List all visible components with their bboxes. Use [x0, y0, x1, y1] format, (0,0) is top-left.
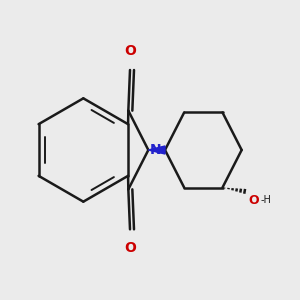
Text: -H: -H	[261, 195, 272, 205]
Polygon shape	[148, 146, 165, 154]
Text: N: N	[150, 143, 162, 157]
Text: O: O	[124, 241, 136, 255]
Text: O: O	[124, 44, 136, 58]
Text: O: O	[248, 194, 259, 206]
